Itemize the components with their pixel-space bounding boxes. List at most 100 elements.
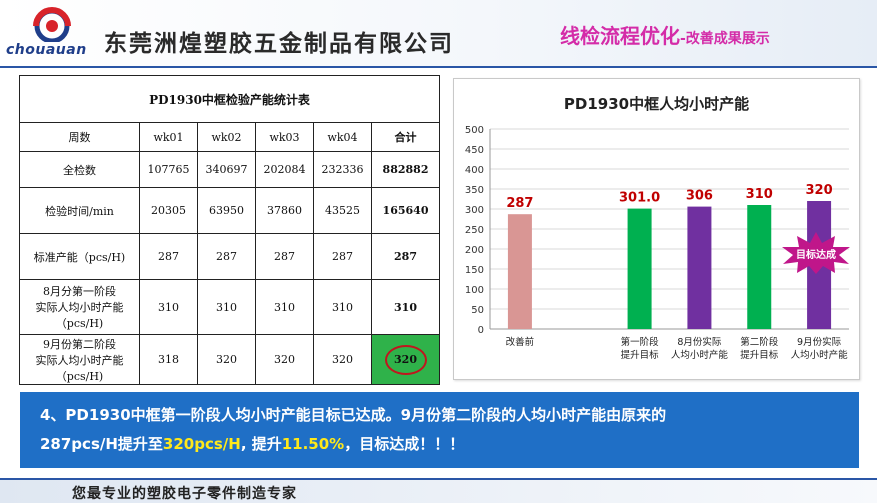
- row-label: 8月分第一阶段 实际人均小时产能 （pcs/H): [19, 279, 140, 335]
- company-logo-icon: [33, 7, 71, 42]
- table-cell: 202084: [255, 151, 314, 188]
- header-cell: 周数: [19, 122, 140, 152]
- table-cell: 310: [197, 279, 256, 335]
- table-cell: 287: [313, 233, 372, 280]
- row-label: 9月份第二阶段 实际人均小时产能 （pcs/H): [19, 334, 140, 385]
- header-bar: chouauan 东莞洲煌塑胶五金制品有限公司 线检流程优化-改善成果展示: [0, 0, 877, 66]
- highlight-value: 320pcs/H: [162, 435, 241, 453]
- x-tick-label-line: 改善前: [506, 336, 535, 348]
- table-cell: 310: [255, 279, 314, 335]
- y-tick-label: 450: [465, 145, 484, 156]
- row-label-line: （pcs/H): [55, 317, 104, 330]
- logo-wordmark: chouauan: [6, 42, 87, 58]
- row-label: 全检数: [19, 151, 140, 188]
- table-cell: 318: [139, 334, 198, 385]
- conclusion-line-1: 4、PD1930中框第一阶段人均小时产能目标已达成。9月份第二阶段的人均小时产能…: [40, 406, 667, 424]
- conclusion-text: 4、PD1930中框第一阶段人均小时产能目标已达成。9月份第二阶段的人均小时产能…: [40, 401, 840, 459]
- y-tick-label: 300: [465, 205, 484, 216]
- conclusion-banner: 4、PD1930中框第一阶段人均小时产能目标已达成。9月份第二阶段的人均小时产能…: [20, 392, 859, 468]
- total-cell: 165640: [370, 187, 441, 234]
- data-label: 301.0: [619, 191, 660, 206]
- conclusion-segment: , 提升: [240, 435, 282, 453]
- target-achieved-label: 目标达成: [796, 248, 836, 261]
- row-label-line: 实际人均小时产能: [35, 353, 124, 367]
- table-cell: 320: [197, 334, 256, 385]
- table-cell: 320: [313, 334, 372, 385]
- data-label: 320: [806, 183, 833, 198]
- table-cell: 340697: [197, 151, 256, 188]
- table-title: PD1930中框检验产能统计表: [18, 75, 441, 123]
- table-cell: 287: [197, 233, 256, 280]
- conclusion-line-2: 287pcs/H提升至320pcs/H, 提升11.50%，目标达成！！！: [40, 430, 840, 459]
- row-label: 标准产能（pcs/H): [19, 233, 140, 280]
- x-tick-label-line: 人均小时产能: [791, 349, 849, 361]
- row-label: 检验时间/min: [19, 187, 140, 234]
- y-tick-label: 50: [471, 305, 484, 316]
- row-label-line: 8月分第一阶段: [43, 285, 116, 298]
- table-cell: 63950: [197, 187, 256, 234]
- table-cell: 20305: [139, 187, 198, 234]
- table-cell: 37860: [255, 187, 314, 234]
- table-row: 9月份第二阶段 实际人均小时产能 （pcs/H) 318 320 320 320…: [19, 334, 441, 385]
- y-tick-label: 500: [465, 125, 484, 136]
- y-tick-label: 250: [465, 225, 484, 236]
- bar: [507, 214, 532, 329]
- table-row: 检验时间/min 20305 63950 37860 43525 165640: [19, 187, 441, 234]
- table-cell: 287: [139, 233, 198, 280]
- header-cell: wk01: [139, 122, 198, 152]
- table-cell: 43525: [313, 187, 372, 234]
- bar: [627, 208, 652, 329]
- conclusion-segment: 287pcs/H提升至: [40, 435, 163, 453]
- row-label-line: （pcs/H): [55, 369, 104, 383]
- x-tick-label-line: 提升目标: [740, 349, 779, 361]
- table-row: 全检数 107765 340697 202084 232336 882882: [19, 151, 441, 188]
- slide-title-main: 线检流程优化: [560, 24, 680, 48]
- y-tick-label: 150: [465, 265, 484, 276]
- table-cell: 310: [139, 279, 198, 335]
- footer-bar: [0, 480, 877, 503]
- conclusion-segment: ，目标达成！！！: [344, 435, 465, 453]
- bar: [747, 205, 772, 329]
- x-tick-label-line: 提升目标: [621, 349, 660, 361]
- company-name: 东莞洲煌塑胶五金制品有限公司: [104, 30, 454, 57]
- total-cell: 882882: [370, 151, 441, 188]
- data-label: 287: [506, 196, 533, 211]
- target-achieved-burst-icon: 目标达成: [782, 232, 850, 274]
- highlight-percent: 11.50%: [281, 435, 345, 453]
- table-row: 标准产能（pcs/H) 287 287 287 287 287: [19, 233, 441, 280]
- table-cell: 310: [313, 279, 372, 335]
- table-cell: 232336: [313, 151, 372, 188]
- slide-title: 线检流程优化-改善成果展示: [560, 20, 770, 49]
- x-tick-label-line: 人均小时产能: [671, 349, 729, 361]
- y-tick-label: 350: [465, 185, 484, 196]
- y-tick-label: 100: [465, 285, 484, 296]
- red-circle-marker: 320: [384, 344, 427, 375]
- total-cell: 287: [370, 233, 441, 280]
- x-tick-label-line: 8月份实际: [677, 336, 722, 348]
- x-tick-label: 改善前: [506, 336, 535, 348]
- x-tick-label: 8月份实际人均小时产能: [671, 336, 729, 361]
- table-row: 8月分第一阶段 实际人均小时产能 （pcs/H) 310 310 310 310…: [19, 279, 441, 335]
- y-tick-label: 400: [465, 165, 484, 176]
- total-cell: 310: [370, 279, 441, 335]
- x-tick-label: 第二阶段提升目标: [740, 336, 779, 361]
- table-cell: 320: [255, 334, 314, 385]
- y-tick-label: 200: [465, 245, 484, 256]
- row-label-line: 实际人均小时产能: [35, 301, 124, 314]
- table-cell: 287: [255, 233, 314, 280]
- header-divider: [0, 66, 877, 68]
- data-label: 306: [686, 189, 713, 204]
- header-cell: 合计: [370, 122, 441, 152]
- x-tick-label: 9月份实际人均小时产能: [791, 336, 849, 361]
- x-tick-label-line: 第一阶段: [621, 336, 660, 348]
- footer-divider: [0, 478, 877, 480]
- table-cell: 107765: [139, 151, 198, 188]
- company-slogan: 您最专业的塑胶电子零件制造专家: [72, 486, 297, 502]
- bar: [687, 206, 712, 329]
- chart-panel: PD1930中框人均小时产能 0 50 100 150 200 250 300 350 400 4…: [453, 78, 860, 380]
- header-cell: wk04: [313, 122, 372, 152]
- x-tick-label: 第一阶段提升目标: [621, 336, 660, 361]
- slide-title-sub: -改善成果展示: [680, 31, 770, 47]
- x-tick-label-line: 9月份实际: [797, 336, 842, 348]
- header-cell: wk03: [255, 122, 314, 152]
